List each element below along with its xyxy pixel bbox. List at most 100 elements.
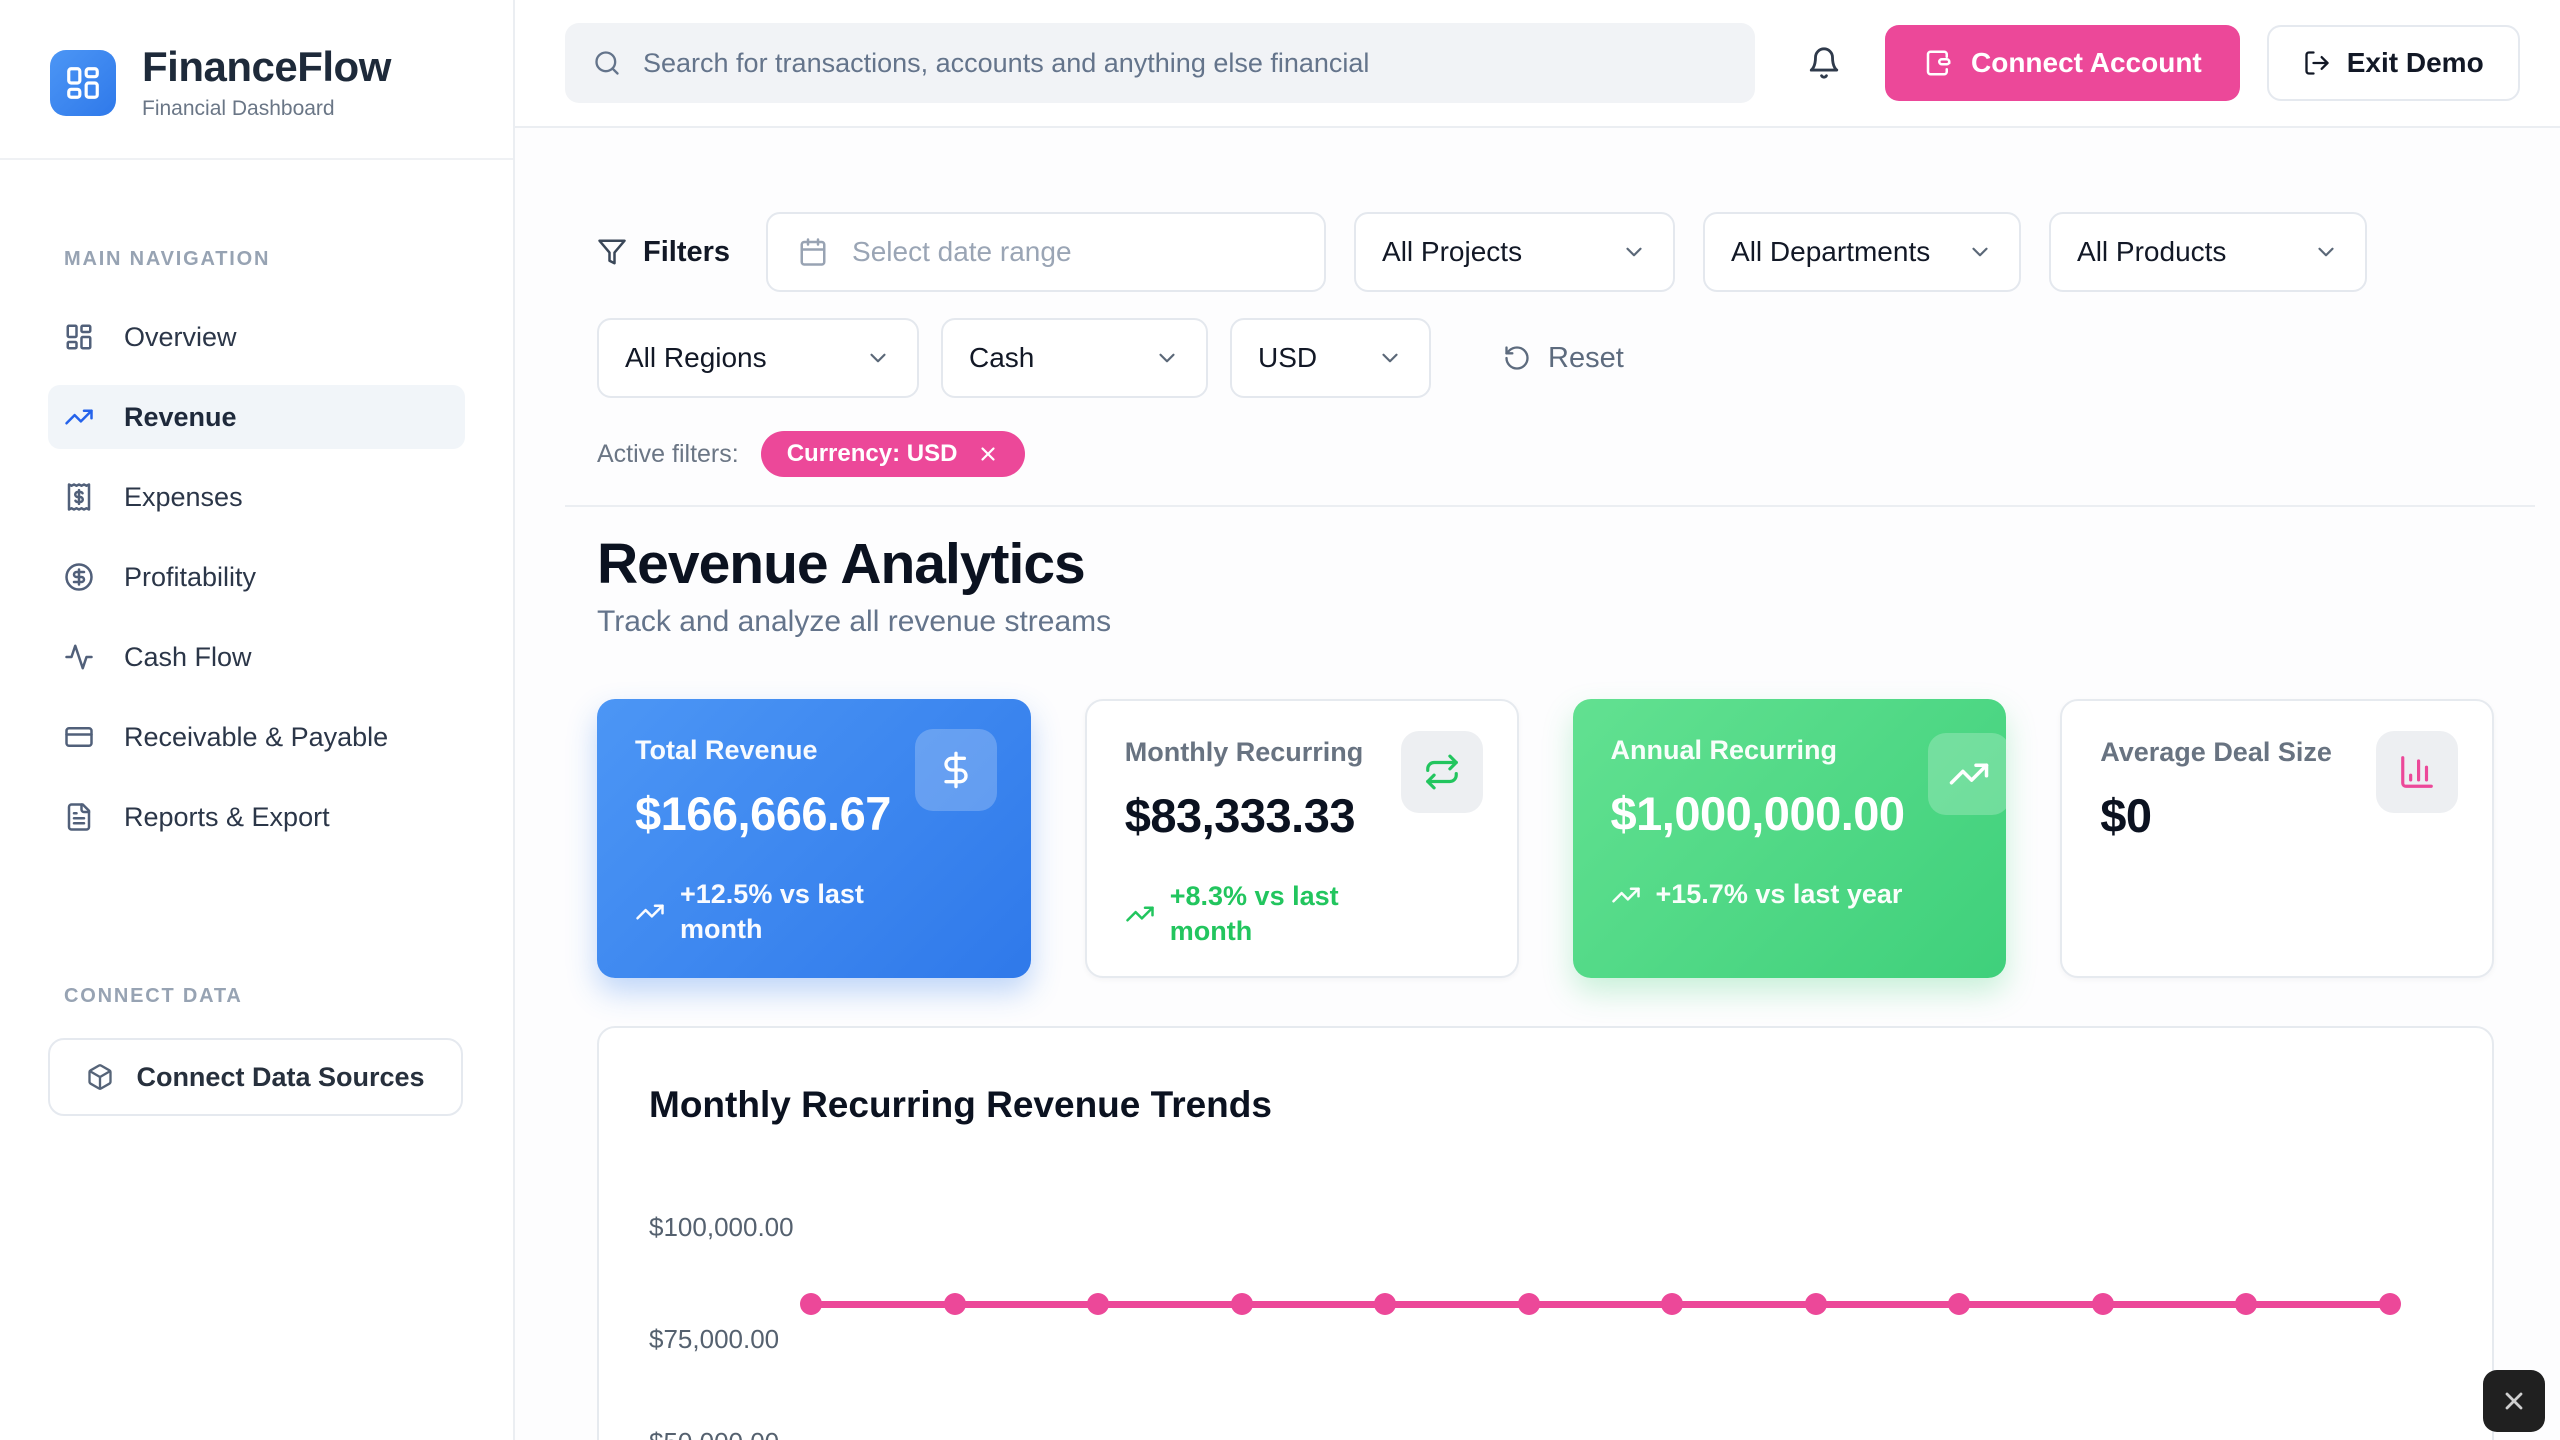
calendar-icon bbox=[798, 237, 828, 267]
chart-data-point bbox=[1517, 1293, 1540, 1315]
sidebar-item-profitability[interactable]: Profitability bbox=[48, 545, 465, 609]
kpi-trend: +15.7% vs last year bbox=[1611, 877, 1969, 912]
filters-label: Filters bbox=[643, 235, 731, 268]
dismiss-overlay-button[interactable] bbox=[2483, 1370, 2545, 1432]
kpi-trend: +8.3% vs last month bbox=[1125, 879, 1479, 949]
projects-select[interactable]: All Projects bbox=[1354, 212, 1676, 292]
active-filters-row: Active filters: Currency: USD bbox=[597, 431, 2494, 477]
kpi-trend-text: +12.5% vs last month bbox=[680, 879, 864, 945]
package-icon bbox=[86, 1063, 114, 1091]
chevron-down-icon bbox=[2313, 239, 2339, 265]
exit-demo-label: Exit Demo bbox=[2346, 47, 2484, 78]
chevron-down-icon bbox=[1154, 345, 1180, 371]
repeat-icon bbox=[1423, 753, 1461, 791]
active-filter-chip-currency[interactable]: Currency: USD bbox=[760, 431, 1026, 477]
search-icon bbox=[593, 49, 621, 77]
exit-demo-button[interactable]: Exit Demo bbox=[2266, 25, 2520, 101]
filters-row-1: Filters Select date range All Projects A… bbox=[597, 212, 2494, 292]
sidebar-item-label: Overview bbox=[124, 321, 237, 352]
receipt-icon bbox=[64, 482, 94, 512]
active-filter-chip-label: Currency: USD bbox=[786, 440, 958, 467]
topbar: Connect Account Exit Demo bbox=[515, 0, 2560, 128]
reset-filters-button[interactable]: Reset bbox=[1503, 342, 1624, 375]
kpi-title: Annual Recurring bbox=[1610, 735, 1838, 765]
sidebar: FinanceFlow Financial Dashboard MAIN NAV… bbox=[0, 0, 515, 1440]
chart-data-point bbox=[1087, 1293, 1110, 1315]
kpi-value: $83,333.33 bbox=[1124, 789, 1356, 842]
search-input[interactable] bbox=[643, 47, 1727, 79]
kpi-title: Monthly Recurring bbox=[1124, 737, 1364, 767]
currency-select[interactable]: USD bbox=[1230, 318, 1431, 398]
sidebar-item-label: Revenue bbox=[124, 401, 237, 432]
chart-line-series bbox=[811, 1301, 2390, 1308]
wallet-icon bbox=[1923, 48, 1953, 78]
sidebar-item-overview[interactable]: Overview bbox=[48, 305, 465, 369]
kpi-icon-badge bbox=[914, 729, 997, 811]
credit-card-icon bbox=[64, 722, 94, 752]
chart-data-point bbox=[943, 1293, 966, 1315]
kpi-card-average-deal-size: Average Deal Size $0 bbox=[2060, 699, 2494, 978]
departments-select-value: All Departments bbox=[1731, 236, 1931, 267]
kpi-trend-text: +15.7% vs last year bbox=[1655, 879, 1903, 909]
filters-row-2: All Regions Cash USD Reset bbox=[597, 318, 2494, 398]
date-range-input[interactable]: Select date range bbox=[766, 212, 1327, 292]
filter-funnel-icon bbox=[597, 237, 627, 267]
regions-select[interactable]: All Regions bbox=[597, 318, 919, 398]
chart-data-point bbox=[2379, 1293, 2401, 1315]
main-navigation: MAIN NAVIGATION Overview Revenue Expense… bbox=[48, 248, 465, 849]
filters-label-group: Filters bbox=[597, 236, 730, 269]
trending-up-icon bbox=[1948, 753, 1990, 795]
payment-method-select[interactable]: Cash bbox=[941, 318, 1208, 398]
connect-data-section: CONNECT DATA Connect Data Sources bbox=[48, 985, 463, 1116]
kpi-card-total-revenue: Total Revenue $166,666.67 +12.5% vs last… bbox=[597, 699, 1031, 978]
active-filters-label: Active filters: bbox=[597, 439, 739, 468]
kpi-icon-badge bbox=[2376, 731, 2458, 813]
connect-data-sources-label: Connect Data Sources bbox=[136, 1061, 425, 1092]
app-title: FinanceFlow bbox=[142, 43, 391, 91]
date-range-placeholder: Select date range bbox=[852, 236, 1072, 267]
sidebar-item-reports-export[interactable]: Reports & Export bbox=[48, 785, 465, 849]
chevron-down-icon bbox=[865, 345, 891, 371]
kpi-value: $0 bbox=[2100, 789, 2152, 842]
sidebar-item-label: Reports & Export bbox=[124, 801, 330, 832]
trending-up-icon bbox=[635, 897, 665, 927]
layout-dashboard-icon bbox=[64, 322, 94, 352]
kpi-title: Average Deal Size bbox=[2100, 737, 2332, 767]
section-divider bbox=[565, 505, 2535, 507]
connect-account-button[interactable]: Connect Account bbox=[1885, 25, 2240, 101]
trending-up-icon bbox=[1611, 880, 1641, 910]
kpi-cards-row: Total Revenue $166,666.67 +12.5% vs last… bbox=[597, 699, 2494, 978]
chart-title: Monthly Recurring Revenue Trends bbox=[649, 1084, 1272, 1125]
sidebar-item-receivable-payable[interactable]: Receivable & Payable bbox=[48, 705, 465, 769]
circle-dollar-icon bbox=[64, 562, 94, 592]
products-select[interactable]: All Products bbox=[2049, 212, 2368, 292]
reset-label: Reset bbox=[1548, 341, 1624, 374]
close-icon[interactable] bbox=[977, 443, 999, 465]
brand-block: FinanceFlow Financial Dashboard bbox=[0, 0, 513, 160]
chart-data-point bbox=[2235, 1293, 2258, 1315]
activity-icon bbox=[64, 642, 94, 672]
bell-icon bbox=[1807, 46, 1841, 80]
trending-up-icon bbox=[1125, 899, 1155, 929]
currency-select-value: USD bbox=[1258, 342, 1318, 373]
kpi-trend: +12.5% vs last month bbox=[635, 877, 993, 947]
connect-account-label: Connect Account bbox=[1971, 47, 2202, 78]
notifications-button[interactable] bbox=[1789, 28, 1859, 98]
y-axis-tick-label: $100,000.00 bbox=[649, 1212, 794, 1242]
kpi-trend-text: +8.3% vs last month bbox=[1169, 881, 1339, 947]
app-logo-icon bbox=[50, 50, 116, 116]
nav-section-header: MAIN NAVIGATION bbox=[64, 248, 271, 270]
search-box[interactable] bbox=[565, 23, 1755, 103]
sidebar-item-revenue[interactable]: Revenue bbox=[48, 385, 465, 449]
sidebar-item-cash-flow[interactable]: Cash Flow bbox=[48, 625, 465, 689]
trending-up-icon bbox=[64, 402, 94, 432]
chart-data-point bbox=[1230, 1293, 1253, 1315]
page-title: Revenue Analytics bbox=[597, 532, 1086, 596]
departments-select[interactable]: All Departments bbox=[1703, 212, 2022, 292]
kpi-icon-badge bbox=[1928, 733, 2007, 815]
connect-data-sources-button[interactable]: Connect Data Sources bbox=[48, 1038, 463, 1116]
sidebar-item-expenses[interactable]: Expenses bbox=[48, 465, 465, 529]
chart-data-point bbox=[800, 1293, 822, 1315]
chevron-down-icon bbox=[1967, 239, 1993, 265]
chart-data-point bbox=[1804, 1293, 1827, 1315]
